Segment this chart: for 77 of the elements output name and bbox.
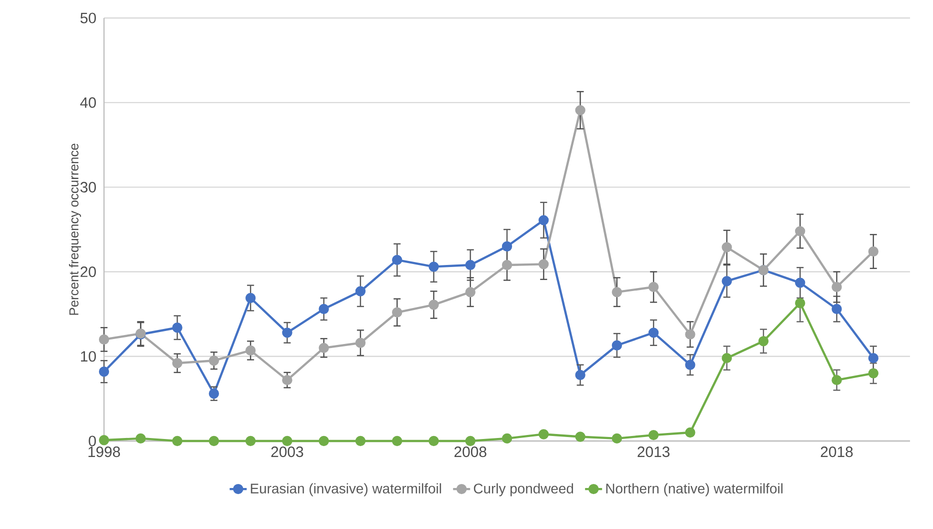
x-tick-label: 1998: [88, 446, 120, 458]
point: [98, 366, 110, 377]
point: [392, 254, 402, 266]
point: [575, 105, 586, 116]
point: [98, 334, 110, 345]
point: [318, 436, 329, 446]
point: [208, 356, 220, 366]
point: [282, 374, 292, 386]
point: [612, 433, 622, 444]
y-tick-label: 20: [80, 266, 96, 278]
point: [136, 433, 146, 444]
point: [392, 436, 402, 446]
y-tick-label: 50: [80, 12, 96, 24]
point: [832, 282, 842, 292]
point: [502, 433, 512, 444]
point: [502, 241, 512, 252]
point: [318, 304, 329, 314]
point: [538, 429, 549, 440]
point: [208, 436, 220, 446]
point: [795, 278, 806, 288]
point: [282, 328, 292, 338]
point: [685, 329, 696, 340]
y-tick-label: 10: [81, 351, 96, 362]
y-tick-label: 0: [88, 436, 96, 446]
legend-label: Curly pondweed: [474, 483, 574, 496]
point: [758, 336, 769, 346]
point: [575, 370, 586, 380]
point: [685, 427, 696, 438]
point: [465, 286, 476, 298]
point: [868, 246, 878, 257]
point: [722, 242, 732, 252]
y-tick-label: 40: [80, 97, 96, 108]
point: [245, 292, 256, 304]
legend-label: Northern (native) watermilfoil: [606, 483, 782, 496]
y-axis-title: Percent frequency occurrence: [68, 144, 82, 315]
point: [392, 307, 402, 318]
point: [795, 298, 806, 308]
point: [722, 352, 732, 364]
point: [355, 338, 366, 348]
point: [428, 262, 439, 272]
point: [648, 328, 659, 338]
point: [612, 340, 622, 350]
point: [282, 436, 292, 446]
point: [795, 226, 806, 236]
point: [648, 430, 659, 440]
x-tick-label: 2013: [638, 446, 670, 458]
point: [208, 388, 220, 399]
point: [832, 374, 842, 386]
point: [355, 286, 366, 296]
point: [98, 435, 110, 446]
point: [245, 436, 256, 446]
point: [465, 260, 476, 270]
legend-label: Eurasian (invasive) watermilfoil: [250, 483, 442, 496]
point: [172, 436, 182, 446]
x-tick-label: 2018: [820, 446, 853, 458]
point: [318, 342, 329, 354]
point: [172, 358, 182, 368]
point: [832, 304, 842, 314]
point: [428, 436, 439, 446]
point: [538, 215, 549, 226]
point: [685, 360, 696, 370]
point: [868, 352, 878, 364]
y-tick-label: 30: [80, 182, 96, 192]
x-tick-label: 2003: [271, 446, 304, 458]
point: [502, 260, 512, 270]
point: [575, 432, 586, 442]
point: [722, 276, 732, 286]
point: [868, 368, 878, 378]
x-tick-label: 2008: [454, 446, 486, 458]
point: [172, 322, 182, 333]
point: [465, 436, 476, 446]
point: [612, 286, 622, 298]
point: [355, 436, 366, 446]
point: [428, 300, 439, 310]
point: [538, 259, 549, 270]
point: [245, 345, 256, 356]
point: [648, 282, 659, 292]
